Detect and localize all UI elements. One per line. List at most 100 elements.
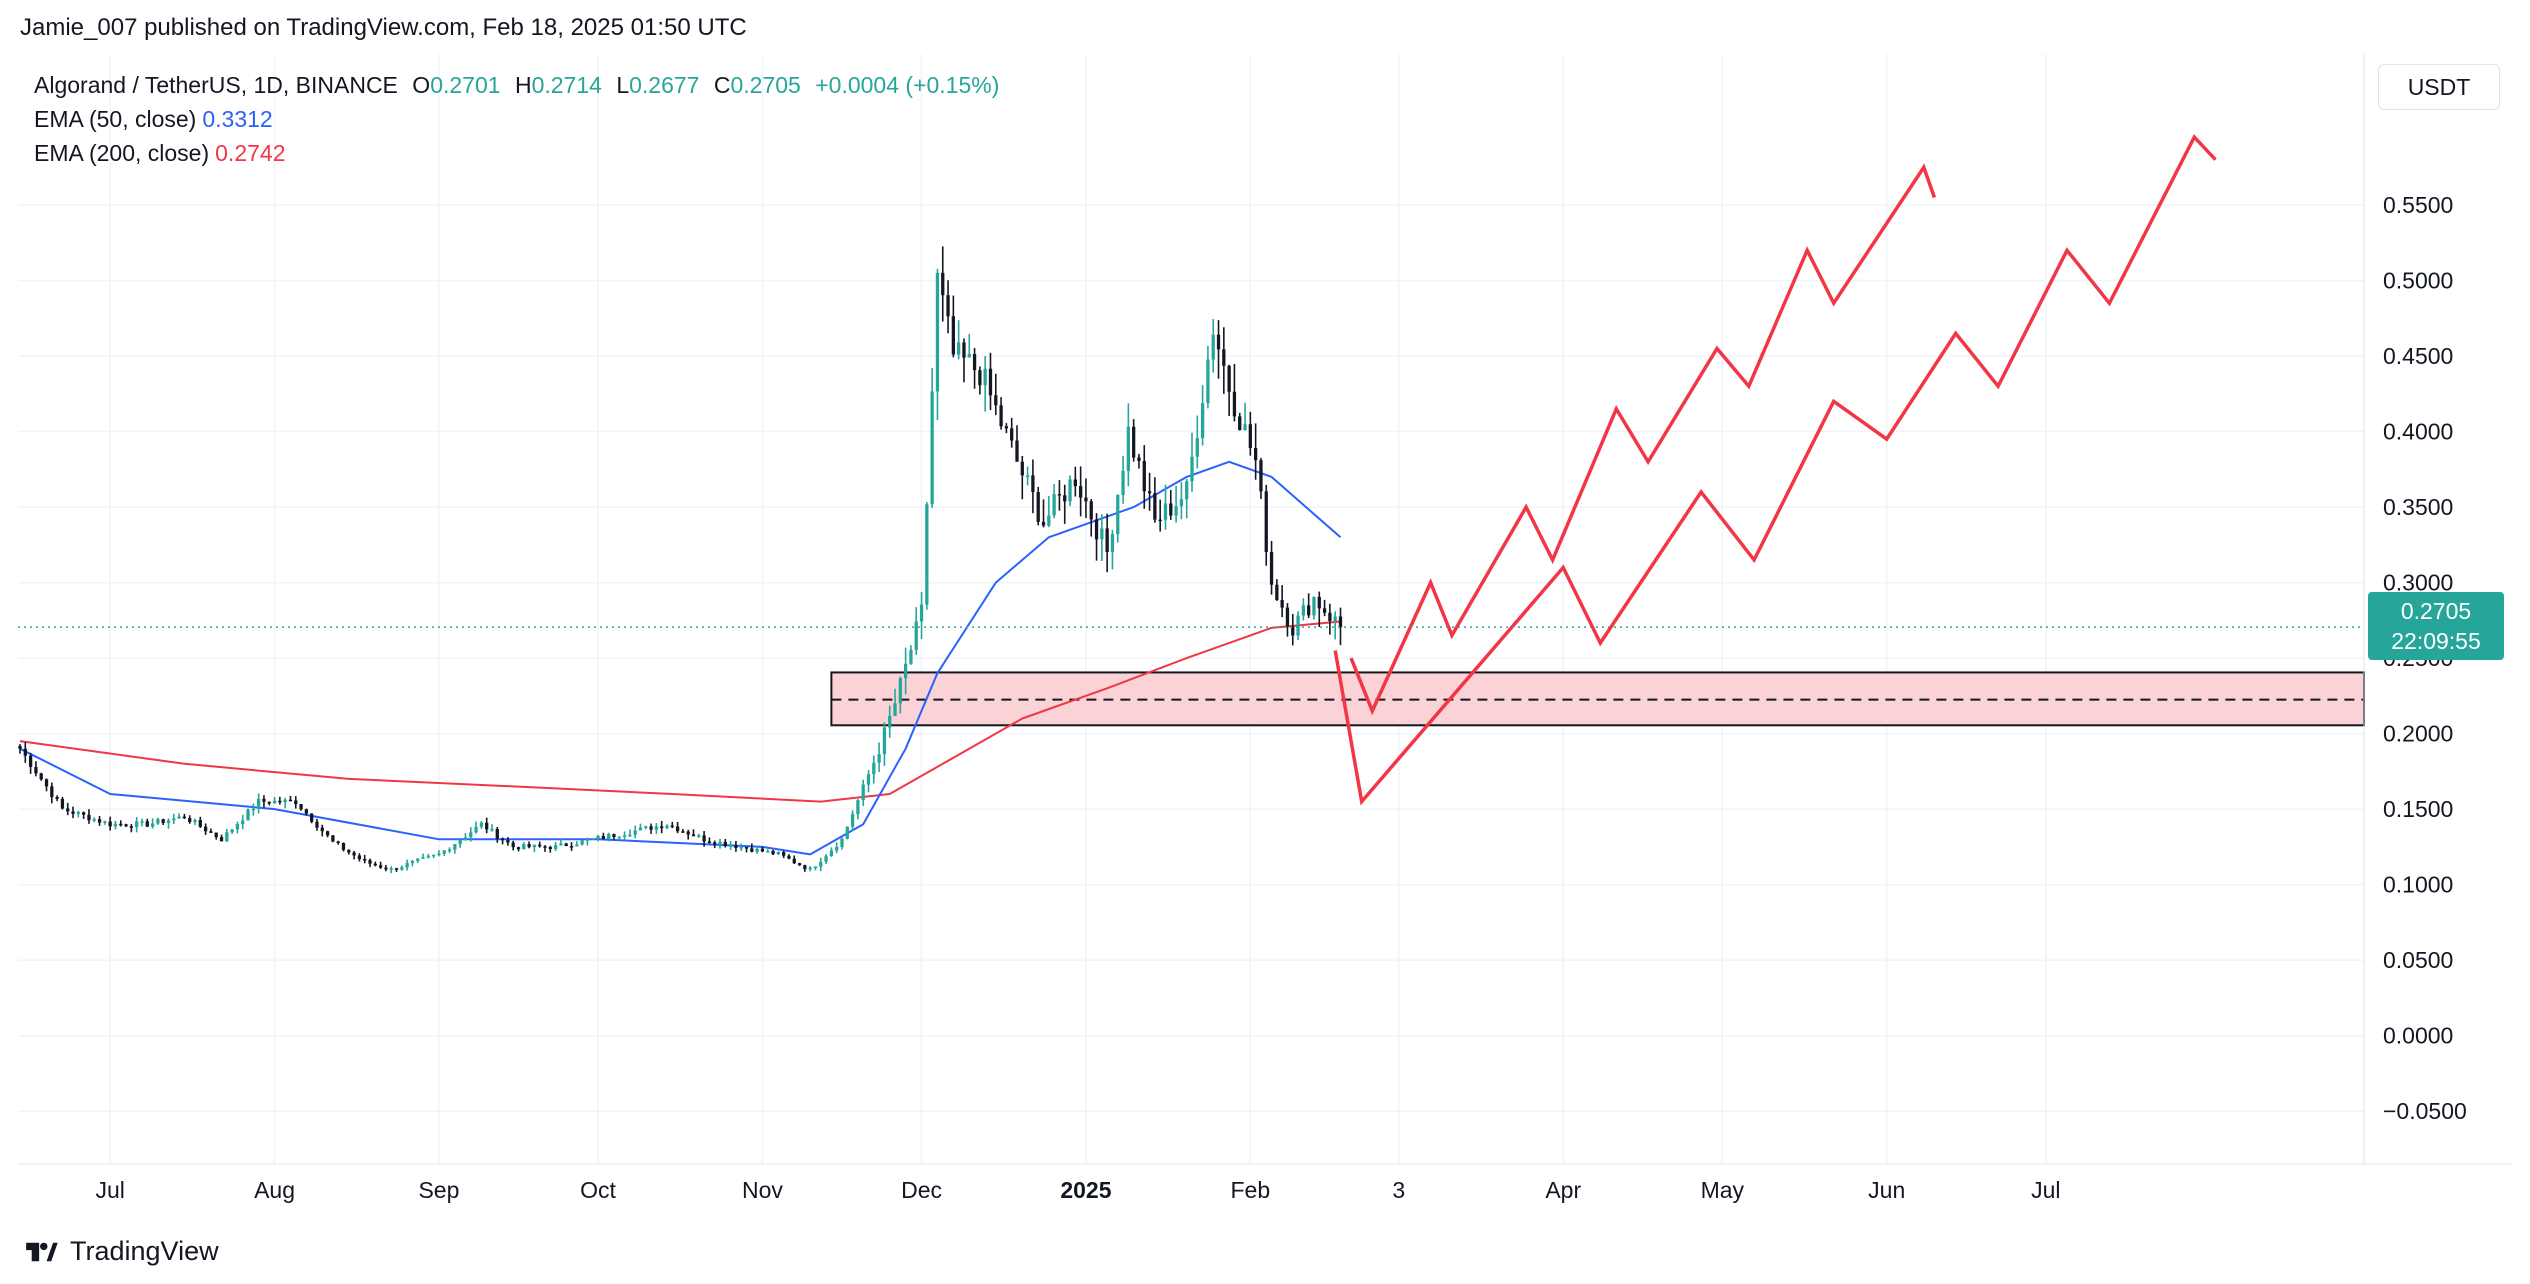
candles (18, 246, 1343, 874)
candle-body (723, 841, 727, 847)
candle-body (808, 867, 812, 870)
candle-body (1253, 447, 1258, 461)
price-tick-label: 0.4000 (2383, 419, 2453, 445)
candle-body (903, 663, 908, 679)
candle-body (543, 846, 547, 848)
candle-body (792, 858, 796, 864)
candle-body (172, 818, 176, 821)
candle-body (1275, 584, 1279, 601)
candle-body (553, 845, 558, 849)
candle-body (813, 866, 818, 869)
legend-symbol[interactable]: Algorand / TetherUS, 1D, BINANCE (34, 72, 398, 98)
time-axis[interactable]: Jul Aug Sep Oct Nov Dec 2025 Feb 3 Apr May Jun Jul (95, 1177, 2060, 1203)
legend-ema200-label: EMA (200, close) (34, 140, 210, 166)
candle-body (1296, 615, 1300, 636)
candle-body (675, 826, 680, 832)
candle-body (713, 842, 717, 845)
candle-body (135, 821, 139, 828)
candle-body (670, 825, 674, 828)
candle-body (750, 848, 754, 852)
currency-button[interactable]: USDT (2378, 64, 2500, 110)
candle-body (209, 831, 213, 833)
candle-body (697, 835, 701, 837)
candle-body (235, 824, 240, 830)
candle-body (633, 830, 637, 835)
candle-body (660, 826, 664, 829)
candle-body (909, 649, 913, 664)
time-tick-label: 2025 (1060, 1177, 1111, 1203)
candle-body (511, 842, 515, 848)
legend-ema50-label: EMA (50, close) (34, 106, 197, 132)
legend-ema50-row[interactable]: EMA (50, close) 0.3312 (34, 102, 999, 136)
candle-body (1248, 424, 1252, 448)
candle-body (591, 838, 595, 840)
candle-body (463, 837, 468, 841)
candle-body (241, 820, 245, 825)
candle-body (1301, 605, 1306, 616)
candle-body (1211, 334, 1215, 360)
legend-ema200-row[interactable]: EMA (200, close) 0.2742 (34, 136, 999, 170)
candle-body (681, 831, 685, 833)
candle-body (299, 804, 303, 810)
candle-body (103, 821, 107, 823)
legend-ema200-value: 0.2742 (215, 140, 286, 166)
candle-body (246, 809, 250, 821)
last-price-tag: 0.2705 22:09:55 (2368, 592, 2504, 660)
candle-body (188, 818, 192, 823)
candle-body (829, 850, 834, 857)
tradingview-logo[interactable]: TradingView (20, 1236, 219, 1267)
candle-body (76, 812, 80, 814)
candle-body (532, 844, 537, 848)
ema50-line (19, 460, 1342, 856)
time-tick-label: Jul (2031, 1177, 2060, 1203)
candle-body (474, 826, 478, 833)
candle-body (1142, 460, 1146, 492)
legend: Algorand / TetherUS, 1D, BINANCE O0.2701… (34, 68, 999, 170)
price-tick-label: 0.5000 (2383, 268, 2453, 294)
candle-body (893, 703, 897, 716)
candle-body (34, 766, 38, 774)
candle-body (272, 800, 277, 804)
candle-body (230, 829, 234, 833)
price-tick-label: 0.0000 (2383, 1023, 2453, 1049)
candle-body (1185, 481, 1189, 500)
price-tick-label: 0.0500 (2383, 947, 2453, 973)
candle-body (1328, 612, 1332, 621)
candle-body (962, 342, 966, 358)
candle-body (71, 811, 75, 814)
candle-body (373, 863, 377, 866)
candle-body (1179, 499, 1184, 507)
candle-body (363, 859, 367, 861)
price-axis[interactable]: 0.55000.50000.45000.40000.35000.30000.25… (18, 54, 2512, 1165)
candle-body (877, 754, 881, 763)
candle-body (941, 272, 945, 296)
ema50-path (19, 460, 1342, 856)
price-chart[interactable]: 0.55000.50000.45000.40000.35000.30000.25… (18, 54, 2512, 1232)
candle-body (278, 800, 282, 803)
candle-body (628, 834, 632, 837)
legend-low-value: 0.2677 (629, 72, 700, 98)
candle-body (1137, 457, 1141, 461)
candle-body (1222, 349, 1226, 366)
candle-body (490, 828, 494, 831)
candle-body (527, 844, 531, 848)
time-tick-label: Oct (580, 1177, 616, 1203)
candle-body (325, 831, 330, 836)
time-tick-label: Feb (1231, 1177, 1271, 1203)
candle-body (1285, 607, 1290, 627)
time-tick-label: Jun (1868, 1177, 1905, 1203)
candle-body (707, 841, 712, 843)
price-tick-label: 0.5500 (2383, 192, 2453, 218)
candle-body (225, 832, 229, 842)
candle-body (596, 836, 600, 839)
candle-body (1121, 470, 1125, 495)
candle-body (39, 773, 43, 780)
candle-body (1068, 479, 1072, 502)
candle-body (607, 834, 611, 839)
candle-body (601, 836, 605, 839)
candle-body (1089, 501, 1093, 520)
candle-body (782, 852, 786, 856)
candle-body (500, 838, 505, 841)
legend-close-value: 0.2705 (730, 72, 801, 98)
candle-body (882, 727, 887, 755)
